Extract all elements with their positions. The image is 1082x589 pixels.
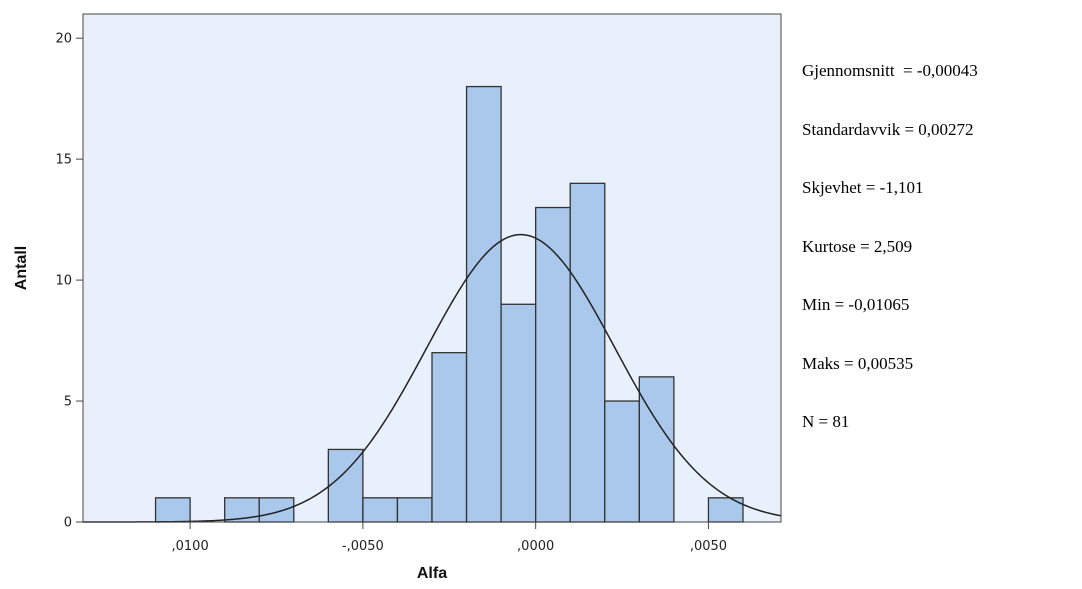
histogram-bars <box>154 85 744 523</box>
stat-kurtosis: Kurtose = 2,509 <box>802 236 913 256</box>
histogram-bar <box>431 352 468 523</box>
histogram-bar <box>569 182 606 523</box>
x-axis-ticks: ,0100 -,0050 ,0000 ,0050 <box>172 522 727 554</box>
histogram-bar <box>362 497 399 523</box>
y-axis-ticks: 0 5 10 15 20 <box>55 32 83 531</box>
plot-frame <box>82 13 782 523</box>
y-axis-title: Antall <box>13 246 30 290</box>
histogram-bar <box>500 303 537 523</box>
x-tick-label: ,0100 <box>172 539 209 554</box>
axes <box>82 13 782 523</box>
stat-mean: Gjennomsnitt = -0,00043 <box>802 61 978 80</box>
y-tick-label: 15 <box>55 153 72 168</box>
normal-distribution-curve <box>83 233 782 523</box>
y-tick-label: 20 <box>55 32 72 47</box>
y-tick-label: 0 <box>64 516 72 531</box>
histogram-bar <box>638 376 675 523</box>
histogram-bar <box>396 497 433 523</box>
stat-skewness: Skjevhet = -1,101 <box>802 178 924 197</box>
y-tick-label: 10 <box>55 274 72 289</box>
x-tick-label: -,0050 <box>342 539 384 554</box>
stat-max: Maks = 0,00535 <box>802 353 914 373</box>
histogram-bar <box>535 206 571 523</box>
x-axis-title: Alfa <box>417 565 447 582</box>
histogram-bar <box>154 497 191 523</box>
y-tick-label: 5 <box>64 395 72 410</box>
statistics-summary: Gjennomsnitt = -0,00043 Standardavvik = … <box>802 22 978 451</box>
stat-n: N = 81 <box>802 412 850 431</box>
x-tick-label: ,0000 <box>517 539 554 554</box>
x-tick-label: ,0050 <box>690 539 727 554</box>
histogram-bar <box>465 85 502 523</box>
histogram-bar <box>327 448 364 523</box>
stat-min: Min = -0,01065 <box>802 295 910 314</box>
histogram-bar <box>258 497 295 523</box>
stat-std-dev: Standardavvik = 0,00272 <box>802 119 974 139</box>
histogram-bar <box>604 400 640 523</box>
